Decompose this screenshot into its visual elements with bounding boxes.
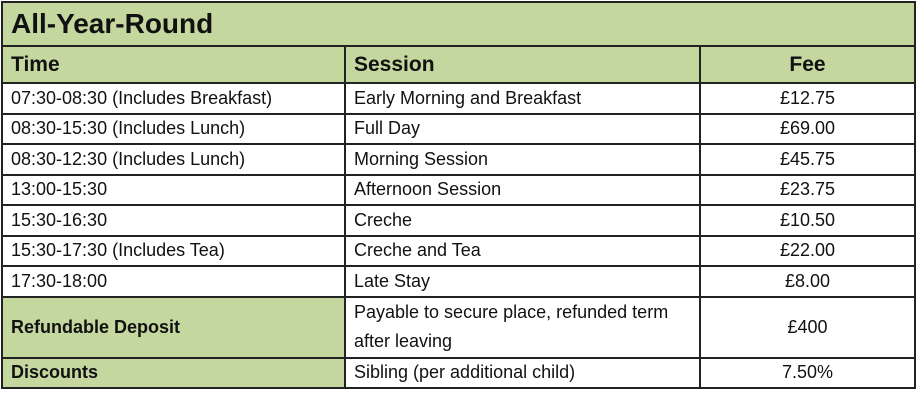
header-session: Session — [344, 45, 701, 84]
header-fee: Fee — [699, 45, 916, 84]
header-time: Time — [1, 45, 346, 84]
table-row: 17:30-18:00 Late Stay £8.00 — [1, 265, 916, 298]
table-row: 13:00-15:30 Afternoon Session £23.75 — [1, 173, 916, 206]
cell-time: 17:30-18:00 — [1, 265, 346, 298]
deposit-label: Refundable Deposit — [1, 295, 346, 359]
cell-session: Afternoon Session — [344, 173, 701, 206]
table-row: 08:30-15:30 (Includes Lunch) Full Day £69.… — [1, 112, 916, 145]
cell-fee: £23.75 — [699, 173, 916, 206]
table-row: 15:30-17:30 (Includes Tea) Creche and Tea… — [1, 234, 916, 267]
cell-fee: £22.00 — [699, 234, 916, 267]
table-row: 08:30-12:30 (Includes Lunch) Morning Sess… — [1, 143, 916, 176]
cell-session: Late Stay — [344, 265, 701, 298]
cell-time: 07:30-08:30 (Includes Breakfast) — [1, 82, 346, 115]
table-row: 07:30-08:30 (Includes Breakfast) Early Mo… — [1, 82, 916, 115]
table-row: 15:30-16:30 Creche £10.50 — [1, 204, 916, 237]
cell-session: Creche — [344, 204, 701, 237]
cell-time: 08:30-12:30 (Includes Lunch) — [1, 143, 346, 176]
cell-time: 15:30-16:30 — [1, 204, 346, 237]
cell-session: Morning Session — [344, 143, 701, 176]
cell-fee: £69.00 — [699, 112, 916, 145]
cell-fee: £45.75 — [699, 143, 916, 176]
discounts-fee: 7.50% — [699, 356, 916, 389]
cell-time: 15:30-17:30 (Includes Tea) — [1, 234, 346, 267]
deposit-session: Payable to secure place, refunded term a… — [344, 295, 701, 359]
deposit-fee: £400 — [699, 295, 916, 359]
cell-time: 08:30-15:30 (Includes Lunch) — [1, 112, 346, 145]
cell-session: Full Day — [344, 112, 701, 145]
discounts-label: Discounts — [1, 356, 346, 389]
cell-fee: £12.75 — [699, 82, 916, 115]
fee-table: All-Year-Round Time Session Fee 07:30-08… — [1, 1, 916, 389]
cell-session: Early Morning and Breakfast — [344, 82, 701, 115]
cell-session: Creche and Tea — [344, 234, 701, 267]
discounts-session: Sibling (per additional child) — [344, 356, 701, 389]
cell-time: 13:00-15:30 — [1, 173, 346, 206]
cell-fee: £10.50 — [699, 204, 916, 237]
cell-fee: £8.00 — [699, 265, 916, 298]
table-title: All-Year-Round — [1, 1, 916, 47]
